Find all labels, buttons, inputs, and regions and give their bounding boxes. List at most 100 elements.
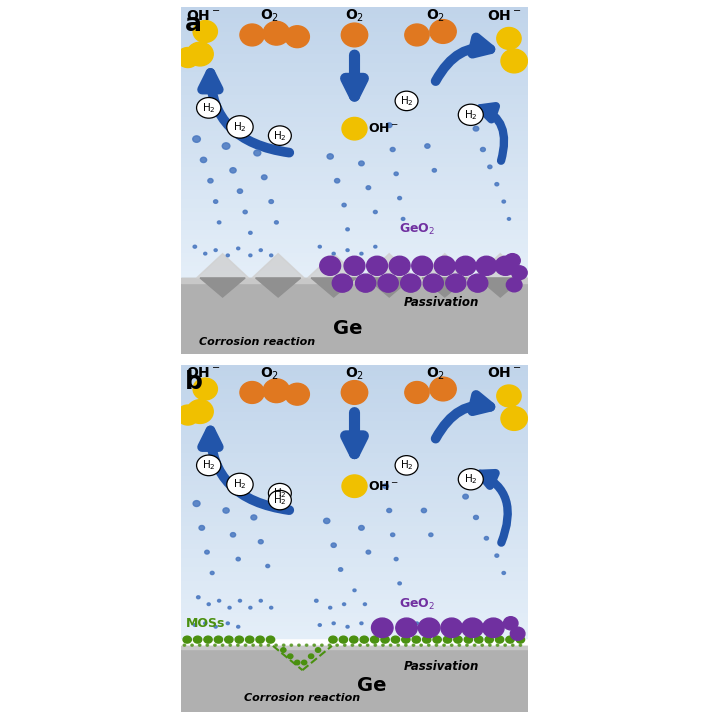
Ellipse shape [214,626,217,628]
Text: OH$^-$: OH$^-$ [186,367,220,380]
Ellipse shape [350,636,358,643]
Bar [181,551,528,556]
Ellipse shape [327,154,333,159]
Bar [181,397,528,401]
Bar [181,401,528,406]
Ellipse shape [458,104,484,125]
FancyArrowPatch shape [435,395,491,439]
Ellipse shape [351,644,354,646]
Ellipse shape [338,568,342,572]
Text: H$_2$: H$_2$ [464,108,478,122]
Bar [181,247,528,251]
Bar [181,219,528,224]
Ellipse shape [193,500,200,506]
Ellipse shape [383,484,389,488]
FancyArrowPatch shape [435,37,491,81]
Ellipse shape [360,252,363,255]
Ellipse shape [397,644,399,646]
Ellipse shape [282,644,285,646]
Bar [181,61,528,66]
Ellipse shape [497,27,521,50]
Ellipse shape [360,636,369,643]
Ellipse shape [240,24,264,46]
Bar [181,592,528,597]
Bar [181,497,528,501]
Polygon shape [311,278,356,297]
Ellipse shape [269,254,273,257]
Bar [181,524,528,528]
Text: H$_2$: H$_2$ [233,477,247,491]
Ellipse shape [267,636,274,643]
FancyArrowPatch shape [481,106,504,161]
Ellipse shape [301,660,307,665]
Bar [181,273,528,278]
Bar [181,57,528,61]
Ellipse shape [387,508,391,513]
Ellipse shape [412,636,420,643]
Ellipse shape [391,636,400,643]
Ellipse shape [203,622,207,625]
Text: OH$^-$: OH$^-$ [368,480,399,493]
Ellipse shape [432,168,437,172]
Text: H$_2$: H$_2$ [273,129,286,142]
Ellipse shape [519,644,522,646]
Ellipse shape [366,550,371,554]
Ellipse shape [227,473,253,495]
Ellipse shape [259,644,262,646]
Ellipse shape [355,274,376,292]
Bar [181,487,528,493]
Ellipse shape [443,636,452,643]
Ellipse shape [183,644,186,646]
Ellipse shape [495,554,498,557]
Bar [181,17,528,21]
Bar [181,374,528,378]
Bar [181,278,528,283]
Ellipse shape [367,644,369,646]
Ellipse shape [196,596,200,599]
Ellipse shape [226,622,230,625]
Ellipse shape [194,636,202,643]
Bar [181,233,528,237]
Ellipse shape [183,636,191,643]
Ellipse shape [335,178,340,183]
Ellipse shape [484,536,489,540]
Ellipse shape [218,600,220,602]
Polygon shape [308,254,359,278]
Bar [181,561,528,565]
Ellipse shape [446,274,466,292]
Bar [181,229,528,233]
Ellipse shape [474,636,483,643]
Ellipse shape [485,636,493,643]
Polygon shape [422,278,467,297]
Bar [181,242,528,247]
Ellipse shape [510,627,525,641]
Ellipse shape [318,245,321,248]
Ellipse shape [199,526,205,530]
Ellipse shape [332,252,335,255]
Ellipse shape [259,600,262,602]
Ellipse shape [225,636,233,643]
Bar [181,170,528,174]
Bar [181,442,528,446]
Ellipse shape [359,644,362,646]
Ellipse shape [428,644,430,646]
Bar [181,633,528,638]
Ellipse shape [450,644,453,646]
Ellipse shape [238,189,242,193]
Ellipse shape [454,636,462,643]
Bar [181,215,528,219]
Bar [181,365,528,370]
Bar [181,470,528,474]
Bar [181,70,528,75]
Ellipse shape [463,494,469,499]
Ellipse shape [228,606,231,609]
Ellipse shape [402,636,410,643]
Ellipse shape [211,572,214,574]
Bar [181,178,528,183]
Ellipse shape [389,644,392,646]
Ellipse shape [394,557,398,561]
Bar [181,646,528,649]
Text: OH$^-$: OH$^-$ [368,122,399,135]
Bar [181,106,528,111]
Ellipse shape [263,379,289,403]
